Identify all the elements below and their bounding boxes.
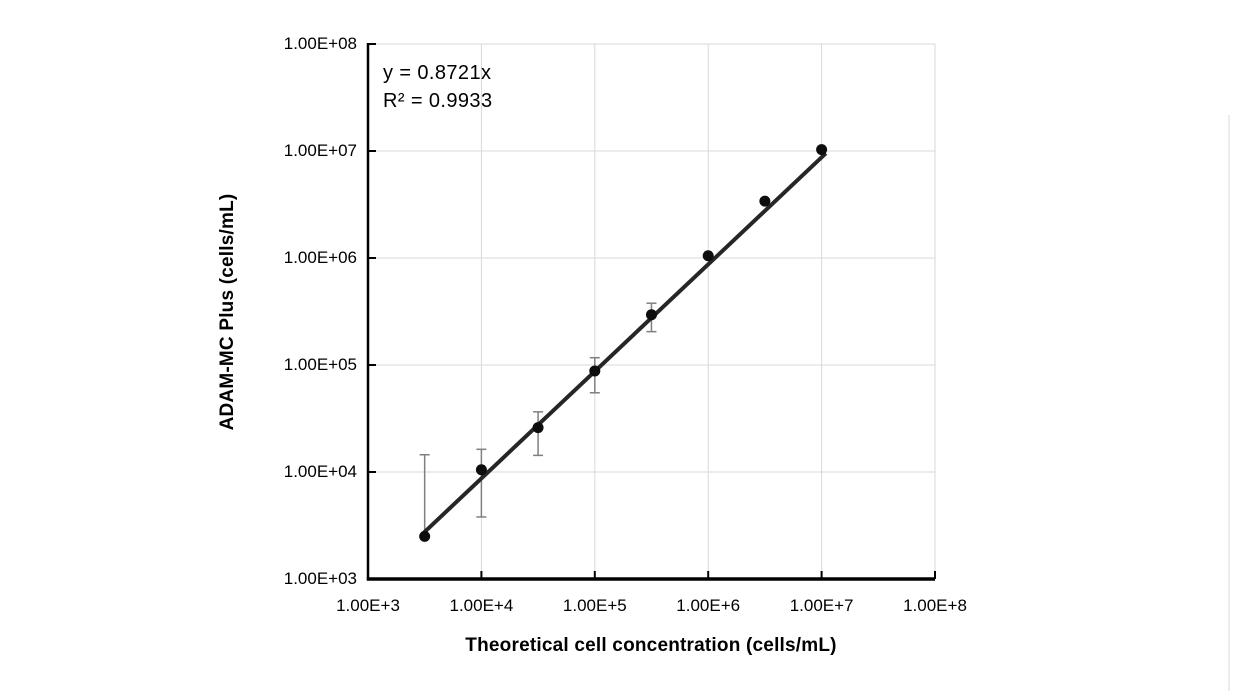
data-point bbox=[645, 309, 657, 321]
data-point bbox=[589, 365, 601, 377]
data-point bbox=[759, 195, 771, 207]
x-tick-label: 1.00E+3 bbox=[336, 596, 400, 615]
x-tick-label: 1.00E+5 bbox=[562, 596, 627, 615]
data-point bbox=[816, 144, 828, 156]
data-point bbox=[419, 530, 431, 542]
equation-text: y = 0.8721x bbox=[383, 62, 492, 84]
data-point bbox=[475, 464, 487, 476]
x-tick-label: 1.00E+8 bbox=[903, 596, 967, 615]
y-tick-label: 1.00E+06 bbox=[283, 248, 357, 267]
window-edge-artifact bbox=[1228, 115, 1230, 691]
x-tick-label: 1.00E+4 bbox=[449, 596, 514, 615]
x-tick-label: 1.00E+7 bbox=[789, 596, 854, 615]
y-axis-title: ADAM-MC Plus (cells/mL) bbox=[217, 193, 238, 431]
x-tick-label: 1.00E+6 bbox=[676, 596, 741, 615]
trend-line bbox=[422, 151, 828, 535]
data-point bbox=[532, 422, 544, 434]
r-squared-text: R² = 0.9933 bbox=[383, 90, 493, 112]
trendline-annotation: y = 0.8721x R² = 0.9933 bbox=[383, 59, 492, 115]
y-tick-label: 1.00E+03 bbox=[283, 569, 357, 588]
y-tick-label: 1.00E+08 bbox=[283, 34, 357, 53]
x-axis-title: Theoretical cell concentration (cells/mL… bbox=[465, 635, 837, 656]
y-tick-label: 1.00E+07 bbox=[283, 141, 357, 160]
y-tick-label: 1.00E+04 bbox=[283, 462, 357, 481]
y-tick-label: 1.00E+05 bbox=[283, 355, 357, 374]
data-point bbox=[702, 250, 714, 262]
